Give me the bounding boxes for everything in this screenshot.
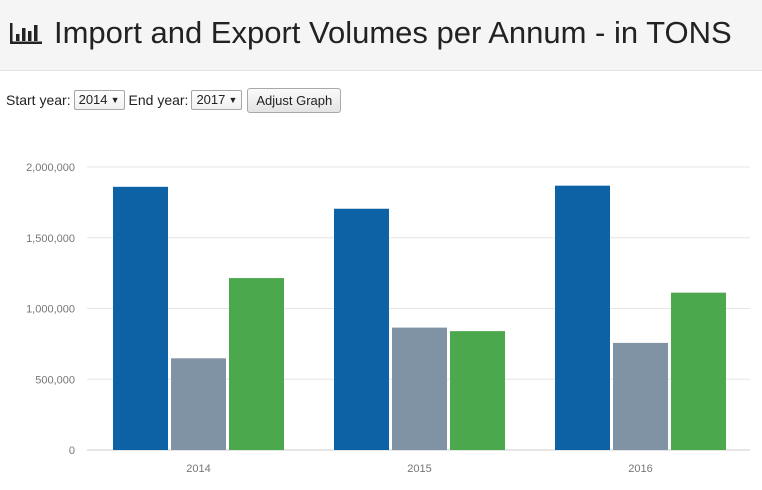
end-year-select[interactable]: 2017 ▼ (191, 90, 243, 110)
volume-bar-chart: 0 500,000 1,000,000 1,500,000 2,000,000 2014 2… (26, 162, 750, 475)
start-year-select[interactable]: 2014 ▼ (73, 90, 125, 110)
year-controls: Start year: 2014 ▼ End year: 2017 ▼ Adju… (6, 87, 342, 113)
start-year-label: Start year: (6, 92, 71, 108)
bar-2016-series-1 (555, 185, 610, 450)
y-tick-label: 0 (69, 445, 75, 457)
end-year-label: End year: (128, 92, 189, 108)
bar-chart-icon (10, 23, 42, 44)
bar-2016-series-3 (671, 292, 726, 450)
start-year-value: 2014 (78, 92, 108, 107)
y-tick-label: 500,000 (35, 374, 75, 386)
y-tick-label: 1,500,000 (26, 233, 75, 245)
bar-2014-series-1 (113, 186, 168, 450)
end-year-value: 2017 (196, 92, 226, 107)
bar-2016-series-2 (613, 342, 668, 450)
y-tick-label: 2,000,000 (26, 162, 75, 174)
bar-2015-series-2 (392, 327, 447, 450)
y-tick-label: 1,000,000 (26, 304, 75, 316)
x-tick-label: 2016 (628, 463, 652, 475)
x-tick-label: 2014 (186, 463, 210, 475)
chevron-down-icon: ▼ (110, 95, 120, 105)
page-header: Import and Export Volumes per Annum - in… (0, 0, 762, 71)
bar-2014-series-3 (229, 278, 284, 450)
x-tick-label: 2015 (407, 463, 431, 475)
bar-2015-series-1 (334, 208, 389, 450)
adjust-graph-button[interactable]: Adjust Graph (247, 87, 342, 113)
chevron-down-icon: ▼ (228, 95, 238, 105)
page-title: Import and Export Volumes per Annum - in… (54, 15, 732, 50)
bar-2015-series-3 (450, 331, 505, 450)
bar-2014-series-2 (171, 358, 226, 450)
